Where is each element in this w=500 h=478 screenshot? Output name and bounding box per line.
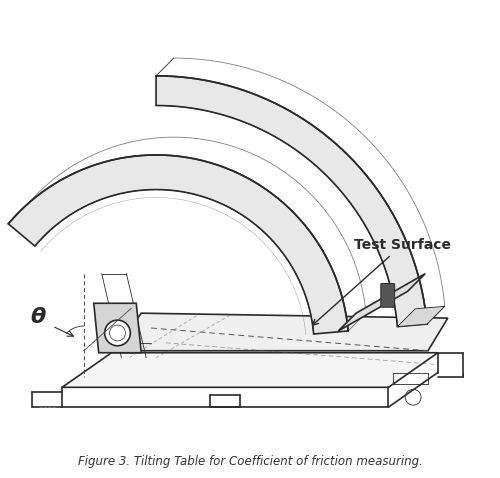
Text: θ: θ xyxy=(30,307,46,327)
Polygon shape xyxy=(62,353,438,387)
Polygon shape xyxy=(8,155,348,334)
Polygon shape xyxy=(398,306,445,326)
Circle shape xyxy=(104,320,130,346)
Polygon shape xyxy=(94,303,141,353)
Polygon shape xyxy=(156,76,427,326)
Text: Test Surface: Test Surface xyxy=(312,238,451,325)
Polygon shape xyxy=(114,313,448,351)
Polygon shape xyxy=(338,273,426,331)
Text: Figure 3. Tilting Table for Coefficient of friction measuring.: Figure 3. Tilting Table for Coefficient … xyxy=(78,456,422,468)
FancyBboxPatch shape xyxy=(381,283,394,307)
